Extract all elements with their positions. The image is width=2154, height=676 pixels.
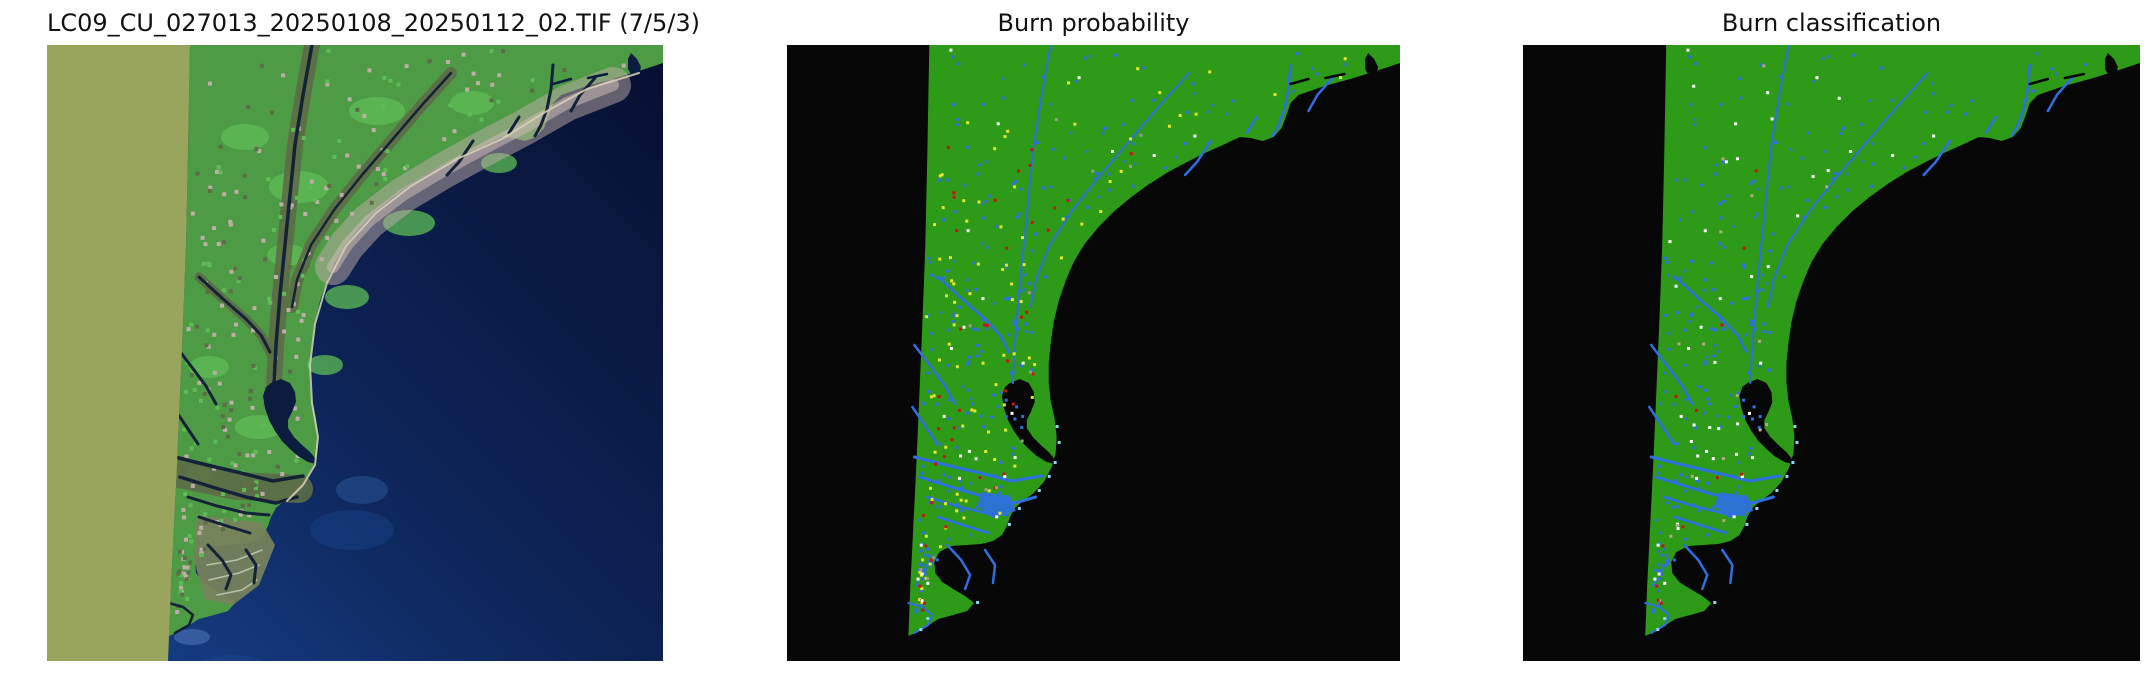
panel-title-burn-probability: Burn probability [997, 9, 1190, 37]
panel-title-satellite: LC09_CU_027013_20250108_20250112_02.TIF … [47, 9, 700, 37]
panel-title-burn-classification: Burn classification [1721, 9, 1942, 37]
burn-classification-map [1523, 45, 2140, 661]
burn-probability-map [787, 45, 1400, 661]
satellite-image [47, 45, 663, 661]
